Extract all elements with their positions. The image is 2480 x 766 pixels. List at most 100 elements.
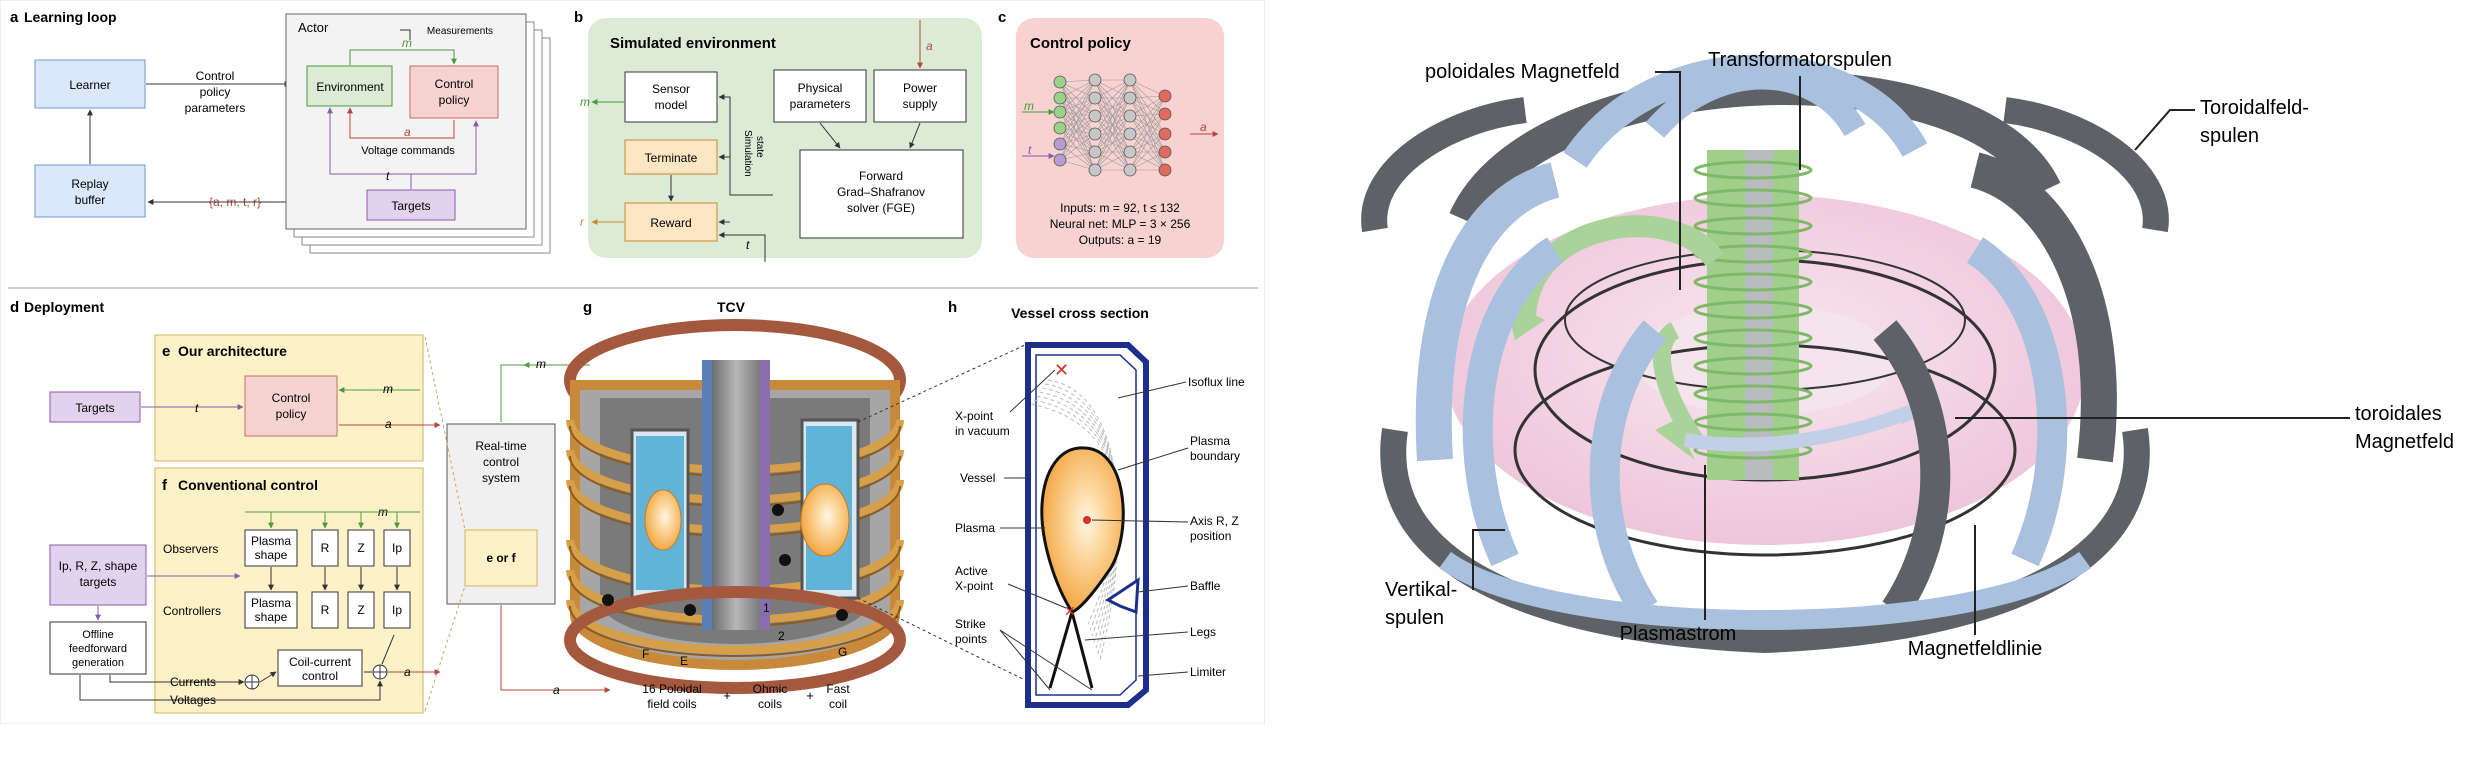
panel-a-letter: a: [10, 9, 19, 26]
g-label-F: F: [642, 647, 649, 661]
e-policy-2: policy: [276, 407, 307, 421]
transformer-coils: [1693, 150, 1813, 480]
limiter-label: Limiter: [1190, 665, 1226, 679]
mlp-node: [1088, 127, 1102, 141]
offline-ff-box: [49, 621, 147, 675]
mlp-node: [1088, 145, 1102, 159]
plasma-boundary-2: boundary: [1190, 449, 1240, 463]
mlp-node: [1158, 163, 1172, 177]
strike-1: Strike: [955, 617, 986, 631]
panel-d-title: Deployment: [24, 299, 104, 315]
mlp-node: [1053, 91, 1067, 105]
observer-ip-box: [383, 529, 411, 567]
coil-marker-dot: [772, 504, 784, 516]
plus-1: +: [723, 688, 731, 703]
coil-marker-dot: [779, 554, 791, 566]
controller-ip-box-label: Ip: [392, 603, 402, 617]
observer-plasma-shape-box-label: Plasma: [251, 534, 291, 548]
deepmind-control-figure: a Learning loop Learner Replay buffer Co…: [0, 0, 1265, 724]
poloidal-1: 16 Poloidal: [642, 682, 701, 696]
controller-z-box: [347, 591, 375, 629]
toroidal-coils-front: [1415, 152, 2117, 619]
mlp-node: [1088, 91, 1102, 105]
coil-current-2: control: [302, 669, 338, 683]
d-targets-box: [49, 391, 141, 423]
mlp-node: [1123, 73, 1137, 87]
actor-control-policy-box: [409, 65, 499, 119]
poloidal-2: field coils: [647, 697, 696, 711]
shape-targets-2: targets: [80, 575, 117, 589]
controller-ip-box: [383, 591, 411, 629]
tokamak-illustration: poloidales Magnetfeld Transformatorspule…: [1361, 49, 2454, 660]
mlp-node: [1123, 109, 1137, 123]
b-a: a: [926, 39, 933, 53]
reward-label: Reward: [650, 216, 691, 230]
control-params-2: policy: [200, 85, 231, 99]
observer-r-box: [311, 529, 339, 567]
voltages-label: Voltages: [170, 693, 216, 707]
actor-a: a: [404, 125, 411, 139]
poloidal-field-label: poloidales Magnetfeld: [1425, 61, 1620, 83]
sim-state-1: Simulation: [742, 130, 753, 177]
coil-markers: [602, 504, 848, 621]
mlp-node: [1158, 145, 1172, 159]
b-m: m: [580, 95, 590, 109]
b-r: r: [580, 215, 585, 229]
actor-label: Actor: [298, 20, 329, 35]
controllers-label: Controllers: [163, 604, 221, 618]
panel-h-letter: h: [948, 299, 957, 316]
controller-r-box-label: R: [321, 603, 330, 617]
panel-g-tcv: g TCV F E 1 2 G 16 Poloidal field coils …: [564, 299, 1026, 711]
fge-2: Grad–Shafranov: [837, 185, 925, 199]
panel-b-letter: b: [574, 9, 583, 26]
ohmic-2: coils: [758, 697, 782, 711]
c-inputs: Inputs: m = 92, t ≤ 132: [1060, 201, 1180, 215]
phys-1: Physical: [798, 81, 843, 95]
coil-marker-dot: [836, 609, 848, 621]
shape-targets-box: [49, 544, 147, 606]
panel-h-title: Vessel cross section: [1011, 305, 1149, 321]
c-a: a: [1200, 120, 1207, 134]
offline-3: generation: [72, 657, 124, 669]
power-supply-box: [873, 69, 967, 123]
panel-a-title: Learning loop: [24, 9, 117, 25]
panel-c-background: [1016, 18, 1224, 258]
e-m: m: [383, 382, 393, 396]
shape-targets-1: Ip, R, Z, shape: [59, 559, 138, 573]
toroidal-coils-label-1: Toroidalfeld-: [2200, 97, 2309, 119]
toroidal-field-label-1: toroidales: [2355, 403, 2442, 425]
replay-buffer-box: [34, 164, 146, 218]
plus-2: +: [806, 688, 814, 703]
right-figure-labels: poloidales Magnetfeld Transformatorspule…: [1385, 49, 2454, 660]
vessel-label: Vessel: [960, 471, 995, 485]
mlp-node: [1158, 89, 1172, 103]
panel-e-letter: e: [162, 343, 170, 360]
controller-plasma-shape-box-label: Plasma: [251, 596, 291, 610]
panel-h-vessel-cross-section: h Vessel cross section ✕ ✕ Isoflux line …: [948, 299, 1245, 708]
observer-plasma-shape-box-label: shape: [255, 548, 288, 562]
plasma-label: Plasma: [955, 521, 995, 535]
realtime-2: control: [483, 455, 519, 469]
rt-m: m: [536, 357, 546, 371]
c-m: m: [1024, 99, 1034, 113]
observer-z-box-label: Z: [357, 541, 364, 555]
active-x-1: Active: [955, 564, 988, 578]
vertical-coils-label-1: Vertikal-: [1385, 579, 1457, 601]
panel-f-title: Conventional control: [178, 477, 318, 493]
vertical-coils: [1361, 97, 2169, 654]
mlp-node: [1158, 127, 1172, 141]
control-params-3: parameters: [185, 101, 246, 115]
e-or-f-label: e or f: [486, 551, 516, 565]
fge-3: solver (FGE): [847, 201, 915, 215]
xpoint-vac-2: in vacuum: [955, 424, 1010, 438]
mlp-node: [1123, 127, 1137, 141]
axis-1: Axis R, Z: [1190, 514, 1239, 528]
panel-c-control-policy: c Control policy m t a Inputs: m = 92, t…: [998, 9, 1224, 258]
strike-2: points: [955, 632, 987, 646]
panel-c-letter: c: [998, 9, 1006, 26]
panel-c-title: Control policy: [1030, 35, 1131, 52]
xpoint-vac-1: X-point: [955, 409, 994, 423]
control-params-1: Control: [196, 69, 235, 83]
e-or-f-box: [464, 529, 538, 587]
controller-z-box-label: Z: [357, 603, 364, 617]
